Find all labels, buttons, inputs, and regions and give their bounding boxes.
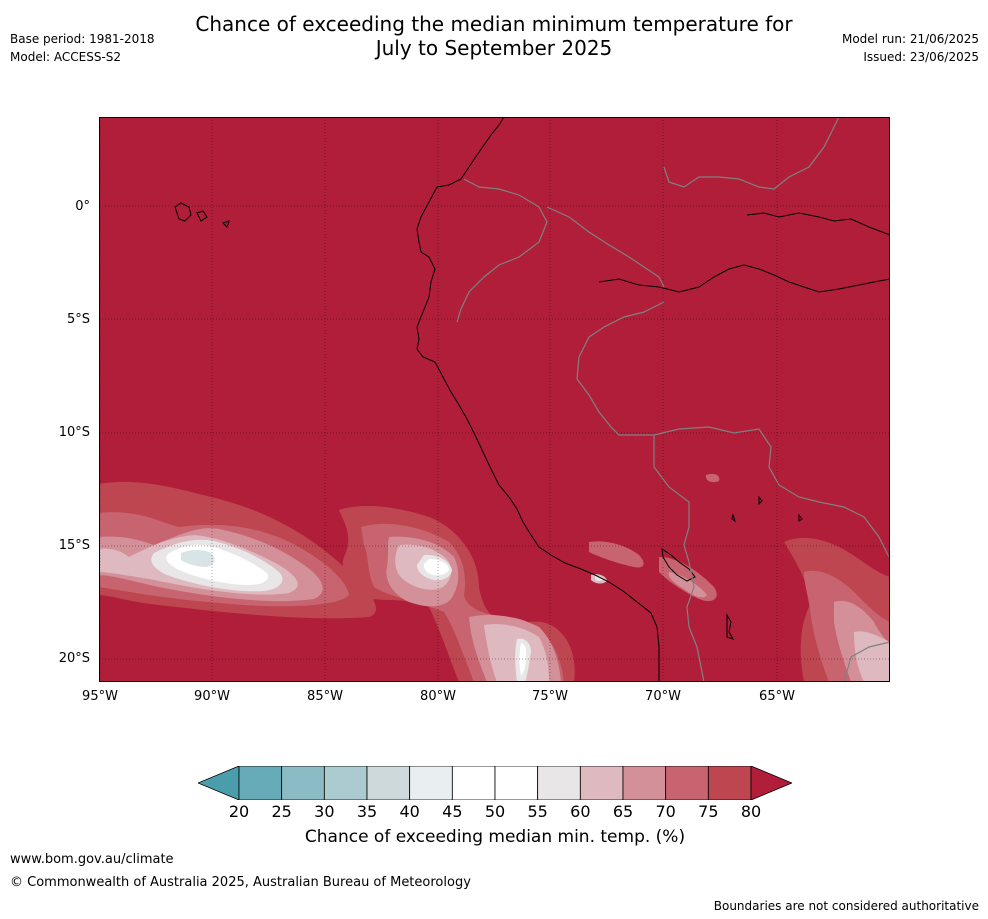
colorbar-extend-low — [198, 766, 240, 800]
colorbar-title: Chance of exceeding median min. temp. (%… — [304, 827, 686, 847]
model-run-text: Model run: 21/06/2025 — [841, 32, 979, 46]
lat-label-0: 0° — [75, 199, 90, 214]
map-frame — [99, 117, 890, 682]
border-bolivia-brazil — [653, 426, 890, 558]
border-colombia-brazil — [546, 206, 665, 288]
meta-right: Model run: 21/06/2025 Issued: 23/06/2025 — [842, 30, 979, 66]
footer-url[interactable]: www.bom.gov.au/climate — [10, 852, 174, 867]
inland-lakes — [726, 495, 803, 640]
border-venezuela-brazil — [663, 116, 840, 190]
coastlines — [174, 116, 891, 682]
model-text: Model: ACCESS-S2 — [10, 50, 122, 64]
galapagos-islands — [174, 202, 230, 228]
national-borders — [456, 116, 891, 683]
anomaly-central-ocean — [339, 506, 575, 682]
colorbar-tick-label: 80 — [740, 802, 762, 821]
colorbar-cell — [537, 766, 581, 800]
colorbar-tick-label: 65 — [612, 802, 634, 821]
colorbar-tick-label: 40 — [399, 802, 420, 821]
colorbar-tick-label: 70 — [655, 802, 676, 821]
colorbar-extend-high — [750, 766, 792, 800]
colorbar-cell — [281, 766, 325, 800]
issued-text: Issued: 23/06/2025 — [863, 50, 979, 64]
lon-label-70w: 70°W — [645, 689, 681, 704]
colorbar-tick-label: 30 — [314, 802, 335, 821]
colorbar-cell — [665, 766, 709, 800]
south-america-coastline — [416, 116, 660, 682]
colorbar-tick-label: 25 — [271, 802, 292, 821]
lon-label-80w: 80°W — [420, 689, 456, 704]
colorbar-cell — [707, 766, 752, 800]
amazon-river — [746, 212, 891, 236]
colorbar-cell — [409, 766, 453, 800]
colorbar-cell — [451, 766, 496, 800]
lat-label-15s: 15°S — [58, 538, 90, 553]
lat-label-5s: 5°S — [66, 312, 90, 327]
border-paraguay — [843, 641, 891, 683]
colorbar-tick-label: 35 — [356, 802, 378, 821]
colorbar-cell — [579, 766, 624, 800]
lon-label-90w: 90°W — [194, 689, 230, 704]
title-line-2: July to September 2025 — [375, 36, 613, 60]
colorbar-tick-label: 55 — [527, 802, 548, 821]
meta-left: Base period: 1981-2018 Model: ACCESS-S2 — [10, 30, 155, 66]
lon-label-95w: 95°W — [82, 689, 118, 704]
colorbar — [198, 766, 792, 800]
colorbar-cell — [323, 766, 368, 800]
lon-label-65w: 65°W — [759, 689, 795, 704]
footer-disclaimer: Boundaries are not considered authoritat… — [713, 899, 979, 913]
amazon-river-lower — [598, 264, 891, 293]
lat-label-20s: 20°S — [58, 651, 90, 666]
base-period-text: Base period: 1981-2018 — [10, 32, 155, 46]
anomaly-west-ocean — [99, 481, 377, 619]
colorbar-cell — [238, 766, 283, 800]
footer-copyright: © Commonwealth of Australia 2025, Austra… — [10, 875, 471, 890]
colorbar-tick-label: 45 — [442, 802, 463, 821]
lake-titicaca — [661, 547, 696, 582]
border-peru-brazil — [576, 301, 690, 563]
lon-label-85w: 85°W — [307, 689, 343, 704]
map-panel — [99, 116, 891, 683]
colorbar-tick-label: 60 — [570, 802, 591, 821]
colorbar-tick-label: 75 — [698, 802, 719, 821]
probability-map — [99, 116, 891, 683]
title-line-1: Chance of exceeding the median minimum t… — [195, 12, 793, 36]
border-bolivia-chile — [686, 561, 705, 683]
lat-label-10s: 10°S — [58, 425, 90, 440]
colorbar-cell — [622, 766, 667, 800]
colorbar-tick-label: 20 — [228, 802, 250, 821]
colorbar-tick-label: 50 — [484, 802, 506, 821]
anomaly-inland-patches — [589, 473, 720, 602]
lon-label-75w: 75°W — [532, 689, 568, 704]
colorbar-cell — [366, 766, 411, 800]
map-title: Chance of exceeding the median minimum t… — [0, 12, 988, 60]
border-ecuador-colombia-peru — [456, 178, 548, 323]
colorbar-cell — [494, 766, 539, 800]
